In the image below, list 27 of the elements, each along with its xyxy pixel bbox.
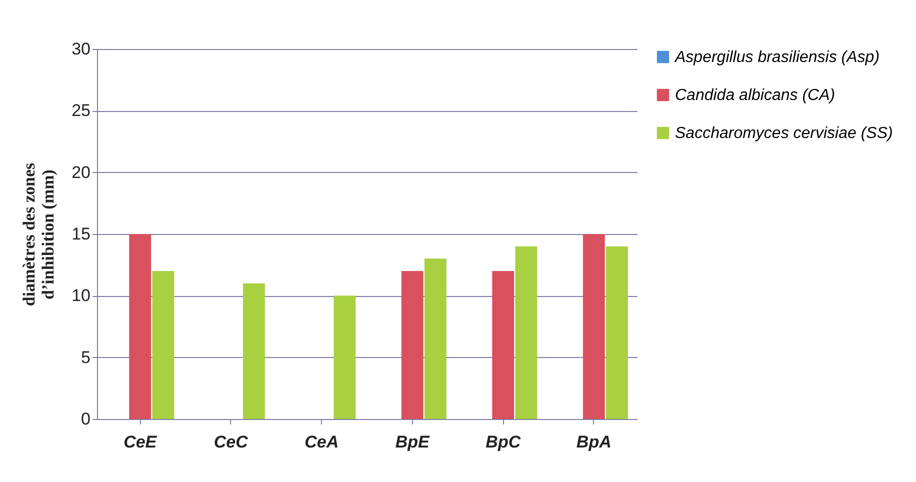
legend-label: Aspergillus brasiliensis (Asp) bbox=[674, 49, 880, 66]
bar bbox=[582, 234, 605, 419]
x-tick-label: CeC bbox=[214, 432, 249, 452]
x-tick-label: BpC bbox=[486, 432, 522, 452]
bar bbox=[129, 234, 152, 419]
y-tick-label: 15 bbox=[72, 224, 90, 244]
bar bbox=[152, 271, 174, 419]
y-tick-label: 25 bbox=[72, 101, 90, 120]
y-tick-label: 0 bbox=[81, 410, 90, 428]
x-tick-label: CeA bbox=[304, 432, 339, 452]
x-tick-label: BpA bbox=[576, 432, 612, 452]
y-tick-label: 10 bbox=[72, 286, 90, 306]
y-tick-label: 20 bbox=[72, 162, 90, 182]
bar bbox=[492, 271, 514, 419]
x-tick-label: CeE bbox=[124, 432, 158, 452]
legend-label: Saccharomyces cervisiae (SS) bbox=[675, 125, 893, 142]
y-tick-label: 5 bbox=[81, 348, 90, 367]
bar bbox=[424, 258, 446, 419]
bar bbox=[515, 246, 538, 419]
bar bbox=[606, 246, 628, 419]
legend-label: Candida albicans (CA) bbox=[675, 87, 836, 104]
bar bbox=[401, 271, 424, 419]
y-tick-label: 30 bbox=[72, 40, 90, 58]
x-tick-label: BpE bbox=[395, 432, 430, 452]
y-axis-title: diamètres des zones d’inhibition (mm) bbox=[20, 162, 58, 306]
bar bbox=[334, 296, 356, 419]
bar bbox=[242, 283, 265, 419]
